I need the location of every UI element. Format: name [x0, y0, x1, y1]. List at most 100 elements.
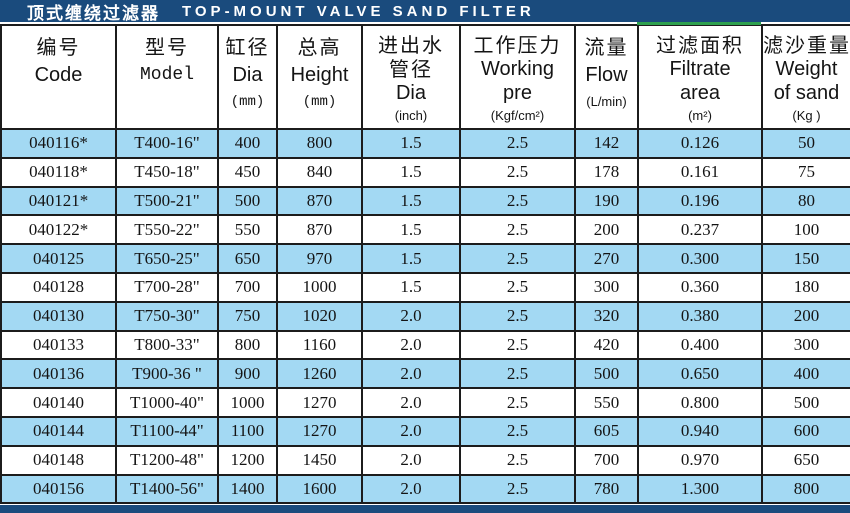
cell: 1000: [217, 387, 278, 418]
cell: 1.5: [361, 243, 461, 274]
header-cn-label: 流量: [584, 35, 629, 59]
cell: 040144: [0, 415, 117, 447]
cell: 1.300: [637, 473, 763, 505]
table-row: 040156 T1400-56" 1400 1600 2.0 2.5 780 1.300 800: [0, 473, 850, 505]
cell: 2.0: [361, 415, 461, 447]
cell: 0.237: [637, 214, 763, 246]
cell: 700: [574, 444, 639, 476]
cell: 040116*: [0, 128, 117, 159]
column-header-model: 型号 Model: [115, 24, 219, 130]
header-cn-label2: 管径: [389, 57, 433, 81]
cell: 2.5: [459, 128, 576, 159]
cell: T1100-44": [115, 415, 219, 447]
cell: 450: [217, 156, 278, 188]
cell: 040133: [0, 329, 117, 361]
cell: 870: [276, 214, 363, 246]
header-en-label: Height: [290, 64, 349, 86]
cell: 1270: [276, 387, 363, 418]
cell: 840: [276, 156, 363, 188]
cell: 500: [574, 358, 639, 390]
table-row: 040125 T650-25" 650 970 1.5 2.5 270 0.300 150: [0, 243, 850, 274]
cell: T1400-56": [115, 473, 219, 505]
cell: T750-30": [115, 300, 219, 332]
cell: 040122*: [0, 214, 117, 246]
cell: 400: [217, 128, 278, 159]
cell: 1.5: [361, 185, 461, 217]
header-unit-label: (Kg ): [792, 108, 821, 123]
cell: 190: [574, 185, 639, 217]
cell: 0.970: [637, 444, 763, 476]
header-en-label2: of sand: [773, 82, 840, 104]
header-unit-label: (Kgf/cm²): [490, 108, 545, 123]
cell: 040140: [0, 387, 117, 418]
cell: 650: [761, 444, 850, 476]
column-header-filtrate-area: 过滤面积 Filtrate area (m²): [637, 24, 763, 130]
cell: 900: [217, 358, 278, 390]
column-header-sand-weight: 滤沙重量 Weight of sand (Kg ): [761, 24, 850, 130]
header-en-label: Model: [139, 65, 194, 85]
cell: 300: [574, 271, 639, 303]
cell: 800: [217, 329, 278, 361]
cell: T450-18": [115, 156, 219, 188]
cell: 2.5: [459, 300, 576, 332]
table-row: 040136 T900-36 " 900 1260 2.0 2.5 500 0.650 400: [0, 358, 850, 390]
header-cn-label: 缸径: [225, 35, 270, 59]
cell: 0.300: [637, 243, 763, 274]
table-row: 040122* T550-22" 550 870 1.5 2.5 200 0.237 100: [0, 214, 850, 246]
header-en-label2: area: [679, 82, 721, 104]
cell: T1200-48": [115, 444, 219, 476]
cell: 2.5: [459, 329, 576, 361]
cell: 1.5: [361, 214, 461, 246]
header-cn-label: 进出水: [378, 33, 444, 57]
cell: 605: [574, 415, 639, 447]
header-en-label: Dia: [395, 82, 426, 104]
header-cn-label: 工作压力: [473, 33, 562, 57]
cell: 2.5: [459, 387, 576, 418]
bottom-bar: [0, 505, 850, 513]
cell: T800-33": [115, 329, 219, 361]
header-cn-label: 过滤面积: [656, 33, 744, 57]
cell: T1000-40": [115, 387, 219, 418]
cell: 0.161: [637, 156, 763, 188]
cell: 0.940: [637, 415, 763, 447]
cell: 200: [574, 214, 639, 246]
cell: 2.5: [459, 473, 576, 505]
table-row: 040121* T500-21" 500 870 1.5 2.5 190 0.196 80: [0, 185, 850, 217]
cell: 2.5: [459, 243, 576, 274]
green-accent-line: [637, 22, 761, 25]
cell: 1270: [276, 415, 363, 447]
cell: 040118*: [0, 156, 117, 188]
header-unit-label: (mm): [302, 94, 337, 110]
cell: 270: [574, 243, 639, 274]
cell: 700: [217, 271, 278, 303]
cell: 1400: [217, 473, 278, 505]
cell: 75: [761, 156, 850, 188]
cell: 650: [217, 243, 278, 274]
cell: 2.0: [361, 473, 461, 505]
cell: 0.126: [637, 128, 763, 159]
cell: 320: [574, 300, 639, 332]
cell: T500-21": [115, 185, 219, 217]
table-row: 040133 T800-33" 800 1160 2.0 2.5 420 0.400 300: [0, 329, 850, 361]
cell: 0.400: [637, 329, 763, 361]
cell: 800: [276, 128, 363, 159]
cell: 2.5: [459, 214, 576, 246]
cell: 400: [761, 358, 850, 390]
column-header-working-pressure: 工作压力 Working pre (Kgf/cm²): [459, 24, 576, 130]
header-cn-label: 总高: [297, 35, 342, 59]
cell: 1.5: [361, 156, 461, 188]
cell: T900-36 ": [115, 358, 219, 390]
cell: 040121*: [0, 185, 117, 217]
cell: 550: [574, 387, 639, 418]
table-row: 040144 T1100-44" 1100 1270 2.0 2.5 605 0.940 600: [0, 415, 850, 447]
cell: T650-25": [115, 243, 219, 274]
cell: 150: [761, 243, 850, 274]
cell: 1260: [276, 358, 363, 390]
cell: 2.5: [459, 358, 576, 390]
cell: 180: [761, 271, 850, 303]
cell: 1.5: [361, 128, 461, 159]
cell: 040136: [0, 358, 117, 390]
table-row: 040140 T1000-40" 1000 1270 2.0 2.5 550 0.800 500: [0, 387, 850, 418]
page-title-english: TOP-MOUNT VALVE SAND FILTER: [182, 2, 535, 20]
table-body: 040116* T400-16" 400 800 1.5 2.5 142 0.126 50 040…: [0, 128, 850, 505]
